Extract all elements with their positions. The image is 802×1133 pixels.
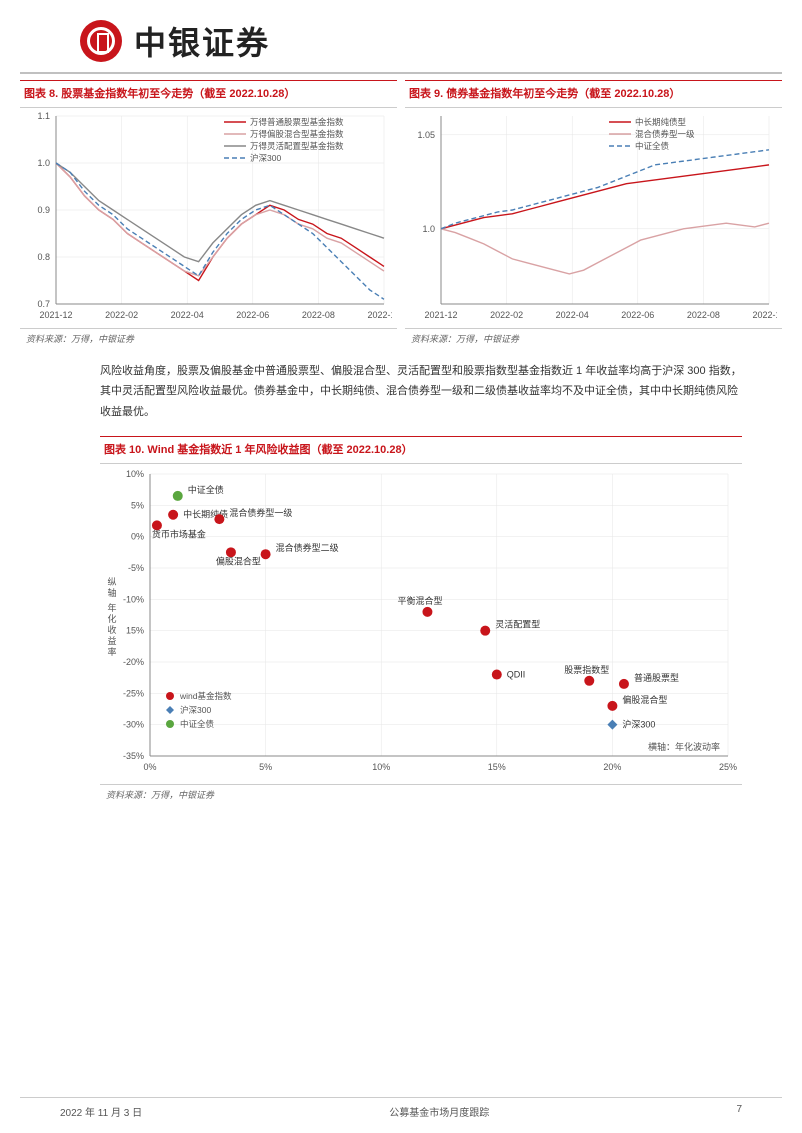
svg-text:5%: 5%: [259, 762, 272, 772]
svg-text:15%: 15%: [126, 626, 144, 636]
svg-text:1.0: 1.0: [37, 158, 50, 168]
page-footer: 2022 年 11 月 3 日 公募基金市场月度跟踪 7: [20, 1097, 782, 1119]
svg-text:2022-02: 2022-02: [490, 310, 523, 320]
chart-10-svg: 0% 5% 10% 15% 20% 25% 10% 5% 0% -5% -10% 15% -20% -25…: [100, 464, 740, 784]
svg-text:1.1: 1.1: [37, 111, 50, 121]
svg-text:0.8: 0.8: [37, 252, 50, 262]
svg-text:2022-08: 2022-08: [687, 310, 720, 320]
svg-text:万得偏股混合型基金指数: 万得偏股混合型基金指数: [250, 129, 344, 139]
svg-text:普通股票型: 普通股票型: [634, 672, 679, 683]
svg-text:2022-10: 2022-10: [367, 310, 392, 320]
svg-text:万得灵活配置型基金指数: 万得灵活配置型基金指数: [250, 141, 344, 151]
svg-text:轴: 轴: [107, 587, 116, 598]
svg-text:wind基金指数: wind基金指数: [179, 691, 232, 701]
svg-text:0.9: 0.9: [37, 205, 50, 215]
svg-text:混合债券型一级: 混合债券型一级: [635, 129, 695, 139]
svg-text:万得普通股票型基金指数: 万得普通股票型基金指数: [250, 117, 344, 127]
svg-text:偏股混合型: 偏股混合型: [622, 694, 667, 705]
svg-text:中证全债: 中证全债: [635, 141, 670, 151]
svg-text:率: 率: [107, 646, 116, 657]
svg-text:2022-06: 2022-06: [236, 310, 269, 320]
svg-text:沪深300: 沪深300: [180, 705, 211, 715]
body-paragraph: 风险收益角度，股票及偏股基金中普通股票型、偏股混合型、灵活配置型和股票指数型基金…: [0, 345, 802, 422]
svg-text:0.7: 0.7: [37, 299, 50, 309]
svg-text:2022-06: 2022-06: [621, 310, 654, 320]
svg-text:中证全债: 中证全债: [188, 484, 224, 495]
svg-text:-35%: -35%: [123, 751, 144, 761]
svg-text:-10%: -10%: [123, 594, 144, 604]
footer-center: 公募基金市场月度跟踪: [389, 1104, 489, 1119]
svg-text:5%: 5%: [131, 500, 144, 510]
svg-text:收: 收: [107, 624, 116, 635]
svg-text:10%: 10%: [372, 762, 390, 772]
chart-10-wrap: 图表 10. Wind 基金指数近 1 年风险收益图（截至 2022.10.28…: [0, 422, 802, 801]
svg-text:20%: 20%: [603, 762, 621, 772]
svg-text:混合债券型一级: 混合债券型一级: [229, 507, 292, 518]
svg-text:-20%: -20%: [123, 657, 144, 667]
chart-9-source: 资料来源：万得，中银证券: [405, 328, 782, 345]
svg-text:灵活配置型: 灵活配置型: [495, 619, 540, 630]
chart-10-title: 图表 10. Wind 基金指数近 1 年风险收益图（截至 2022.10.28…: [100, 437, 742, 464]
chart-9: 图表 9. 债券基金指数年初至今走势（截至 2022.10.28） 1.01.0…: [405, 80, 782, 345]
svg-text:-30%: -30%: [123, 720, 144, 730]
brand-logo-icon: [80, 20, 122, 62]
svg-text:混合债券型二级: 混合债券型二级: [276, 542, 339, 553]
svg-text:10%: 10%: [126, 469, 144, 479]
svg-text:2022-04: 2022-04: [556, 310, 589, 320]
svg-text:中长期纯债型: 中长期纯债型: [635, 117, 687, 127]
footer-pagenum: 7: [736, 1104, 742, 1119]
svg-text:-25%: -25%: [123, 688, 144, 698]
svg-text:2022-10: 2022-10: [752, 310, 777, 320]
svg-text:-5%: -5%: [128, 563, 144, 573]
svg-text:化: 化: [107, 613, 116, 624]
svg-text:25%: 25%: [719, 762, 737, 772]
svg-text:股票指数型: 股票指数型: [564, 664, 609, 675]
svg-text:1.05: 1.05: [417, 130, 435, 140]
svg-text:2022-02: 2022-02: [105, 310, 138, 320]
svg-text:货币市场基金: 货币市场基金: [152, 528, 206, 539]
chart-9-title: 图表 9. 债券基金指数年初至今走势（截至 2022.10.28）: [405, 81, 782, 108]
page-header: 中银证券: [20, 0, 782, 74]
svg-text:益: 益: [107, 635, 116, 646]
svg-text:中证全债: 中证全债: [180, 719, 215, 729]
chart-9-svg: 1.0 1.05 2021-12 2022-02 2022-04 2022-06 2022-…: [405, 108, 777, 328]
svg-text:2021-12: 2021-12: [39, 310, 72, 320]
svg-text:沪深300: 沪深300: [622, 719, 655, 730]
svg-text:2022-04: 2022-04: [171, 310, 204, 320]
svg-text:沪深300: 沪深300: [250, 153, 281, 163]
chart-10: 图表 10. Wind 基金指数近 1 年风险收益图（截至 2022.10.28…: [100, 436, 742, 801]
brand-name: 中银证券: [134, 18, 270, 64]
svg-text:2021-12: 2021-12: [424, 310, 457, 320]
chart-10-source: 资料来源：万得，中银证券: [100, 784, 742, 801]
charts-row-top: 图表 8. 股票基金指数年初至今走势（截至 2022.10.28） 0.7 0.8…: [0, 74, 802, 345]
chart-8-title: 图表 8. 股票基金指数年初至今走势（截至 2022.10.28）: [20, 81, 397, 108]
footer-date: 2022 年 11 月 3 日: [60, 1104, 142, 1119]
svg-text:0%: 0%: [143, 762, 156, 772]
svg-text:纵: 纵: [107, 577, 116, 587]
svg-text:QDII: QDII: [507, 670, 526, 680]
svg-text:1.0: 1.0: [422, 224, 435, 234]
chart-8: 图表 8. 股票基金指数年初至今走势（截至 2022.10.28） 0.7 0.8…: [20, 80, 397, 345]
chart-8-svg: 0.7 0.8 0.9 1.0 1.1 2021-12 2022-02 2022-04 2022…: [20, 108, 392, 328]
svg-text:横轴：年化波动率: 横轴：年化波动率: [648, 741, 720, 752]
chart-8-source: 资料来源：万得，中银证券: [20, 328, 397, 345]
svg-text:15%: 15%: [488, 762, 506, 772]
svg-text:2022-08: 2022-08: [302, 310, 335, 320]
svg-text:平衡混合型: 平衡混合型: [397, 595, 442, 606]
svg-text:0%: 0%: [131, 532, 144, 542]
svg-text:年: 年: [107, 602, 116, 613]
svg-text:偏股混合型: 偏股混合型: [216, 555, 261, 566]
